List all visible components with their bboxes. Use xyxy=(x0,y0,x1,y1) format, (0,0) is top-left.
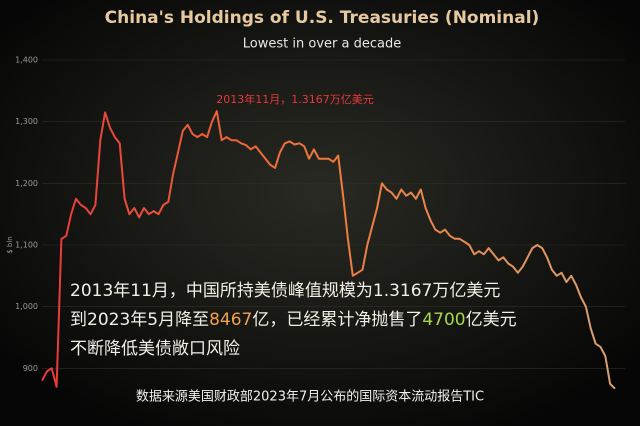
overlay-note: 2013年11月，中国所持美债峰值规模为1.3167万亿美元 xyxy=(70,281,500,301)
chart-subtitle: Lowest in over a decade xyxy=(243,37,401,52)
y-tick-label: 1,200 xyxy=(15,179,38,188)
overlay-note: 到2023年5月降至8467亿，已经累计净抛售了4700亿美元 xyxy=(70,310,517,330)
annotation: 2013年11月，1.3167万亿美元 xyxy=(216,92,373,106)
line xyxy=(41,110,616,390)
overlay-text: 亿，已经累计净抛售了 xyxy=(252,310,422,330)
y-tick-label: 1,100 xyxy=(15,241,38,250)
y-axis-label: $ bln xyxy=(6,236,14,254)
overlay-text: 不断降低美债敞口风险 xyxy=(70,339,240,359)
y-tick-label: 1,400 xyxy=(15,56,38,65)
overlay-text: 8467 xyxy=(209,310,252,330)
source: 数据来源美国财政部2023年7月公布的国际资本流动报告TIC xyxy=(136,389,484,405)
overlay-text: 2013年11月，中国所持美债峰值规模为1.3167万亿美元 xyxy=(70,281,500,301)
chart-title: China's Holdings of U.S. Treasuries (Nom… xyxy=(105,8,540,28)
y-tick-label: 1,300 xyxy=(15,117,38,126)
overlay-text: 亿美元 xyxy=(466,310,517,330)
y-tick-label: 1,000 xyxy=(15,302,38,311)
overlay-note: 不断降低美债敞口风险 xyxy=(70,339,240,359)
y-tick-label: 900 xyxy=(23,364,38,373)
overlay-text: 4700 xyxy=(422,310,465,330)
overlay-text: 到2023年5月降至 xyxy=(70,310,209,330)
